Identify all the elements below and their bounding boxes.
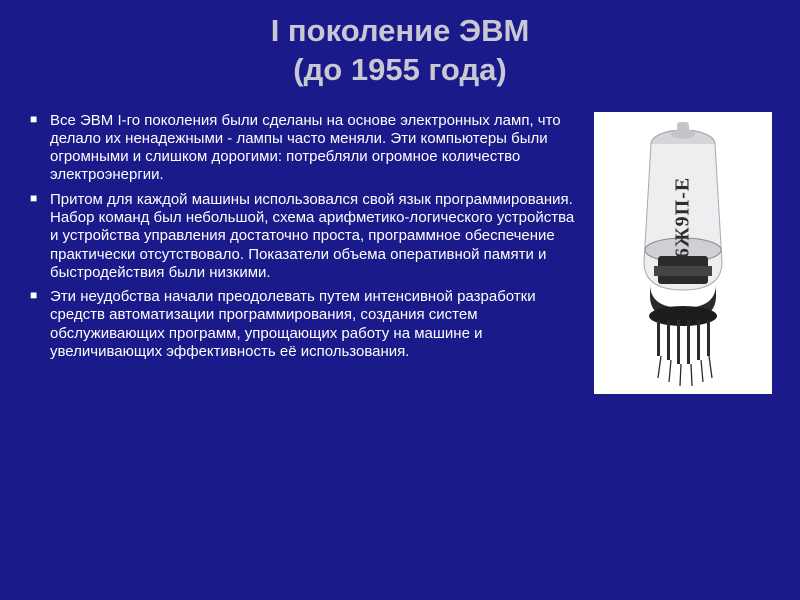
image-column: 6Ж9П-Е bbox=[594, 112, 772, 394]
content-row: Все ЭВМ I-го поколения были сделаны на о… bbox=[28, 112, 772, 394]
bullet-text: Притом для каждой машины использовался с… bbox=[50, 191, 574, 281]
slide-root: I поколение ЭВМ (до 1955 года) Все ЭВМ I… bbox=[0, 0, 800, 600]
slide-title: I поколение ЭВМ (до 1955 года) bbox=[28, 12, 772, 90]
bullet-text: Эти неудобства начали преодолевать путем… bbox=[50, 288, 536, 360]
title-line-2: (до 1955 года) bbox=[293, 52, 506, 87]
list-item: Все ЭВМ I-го поколения были сделаны на о… bbox=[28, 112, 580, 185]
list-item: Эти неудобства начали преодолевать путем… bbox=[28, 288, 580, 361]
vacuum-tube-image: 6Ж9П-Е bbox=[594, 112, 772, 394]
title-line-1: I поколение ЭВМ bbox=[271, 13, 530, 48]
text-column: Все ЭВМ I-го поколения были сделаны на о… bbox=[28, 112, 580, 394]
list-item: Притом для каждой машины использовался с… bbox=[28, 191, 580, 282]
tube-label: 6Ж9П-Е bbox=[672, 176, 695, 257]
bullet-text: Все ЭВМ I-го поколения были сделаны на о… bbox=[50, 112, 561, 184]
bullet-list: Все ЭВМ I-го поколения были сделаны на о… bbox=[28, 112, 580, 362]
